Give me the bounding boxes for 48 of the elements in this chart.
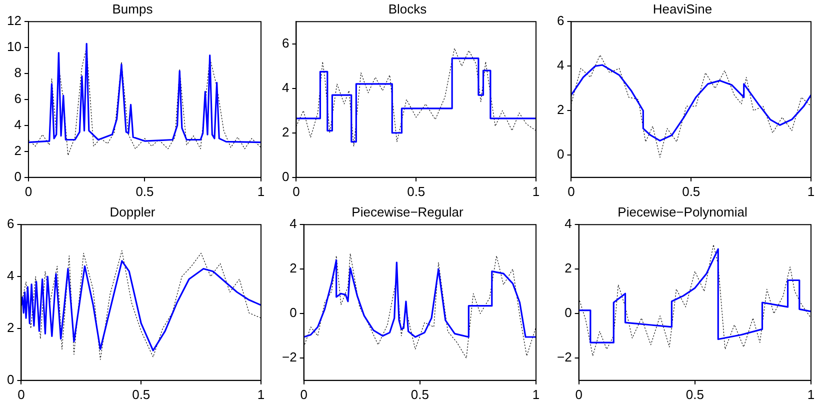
chart-title: Doppler [110, 204, 156, 220]
y-tick-label: 2 [14, 143, 22, 158]
y-tick-label: 4 [564, 216, 572, 232]
x-tick-label: 0 [24, 184, 32, 199]
y-tick-label: −2 [556, 350, 572, 365]
y-tick-label: 0 [556, 146, 564, 162]
y-tick-label: 6 [14, 91, 22, 106]
x-tick-label: 1 [532, 386, 540, 402]
chart-title: Bumps [112, 1, 154, 16]
y-tick-label: −2 [282, 350, 297, 365]
y-tick-label: 4 [282, 80, 290, 95]
x-tick-label: 0.5 [410, 386, 429, 402]
chart-title: HeaviSine [652, 1, 712, 16]
y-tick-label: 6 [282, 35, 290, 50]
x-tick-label: 1 [257, 386, 265, 402]
y-tick-label: 10 [6, 39, 22, 54]
y-tick-label: 0 [14, 168, 22, 184]
y-tick-label: 0 [6, 372, 14, 387]
y-tick-label: 6 [6, 216, 14, 232]
x-tick-label: 1 [257, 184, 265, 199]
chart-title: Blocks [388, 1, 428, 16]
y-tick-label: 4 [14, 117, 22, 132]
y-tick-label: 4 [6, 268, 14, 284]
y-tick-label: 2 [282, 124, 290, 140]
y-tick-label: 6 [556, 13, 564, 28]
y-tick-label: 2 [564, 260, 572, 276]
y-tick-label: 0 [290, 305, 297, 320]
x-tick-label: 1 [807, 184, 815, 199]
y-tick-label: 0 [564, 305, 572, 320]
y-tick-label: 2 [556, 102, 564, 118]
x-tick-label: 0 [575, 386, 582, 402]
y-tick-label: 4 [556, 58, 564, 73]
y-tick-label: 2 [290, 260, 297, 276]
chart-title: Piecewise−Regular [352, 204, 464, 220]
x-tick-label: 0 [300, 386, 308, 402]
y-tick-label: 4 [290, 216, 297, 232]
x-tick-label: 1 [807, 386, 815, 402]
y-tick-label: 2 [6, 320, 14, 336]
x-tick-label: 0.5 [132, 386, 150, 402]
x-tick-label: 0.5 [686, 386, 704, 402]
y-tick-label: 0 [282, 168, 290, 184]
x-tick-label: 0.5 [407, 184, 426, 199]
x-tick-label: 1 [532, 184, 540, 199]
y-tick-label: 12 [6, 13, 22, 28]
chart-title: Piecewise−Polynomial [618, 204, 748, 220]
y-tick-label: 8 [14, 65, 22, 80]
x-tick-label: 0.5 [682, 184, 700, 199]
x-tick-label: 0.5 [136, 184, 154, 199]
